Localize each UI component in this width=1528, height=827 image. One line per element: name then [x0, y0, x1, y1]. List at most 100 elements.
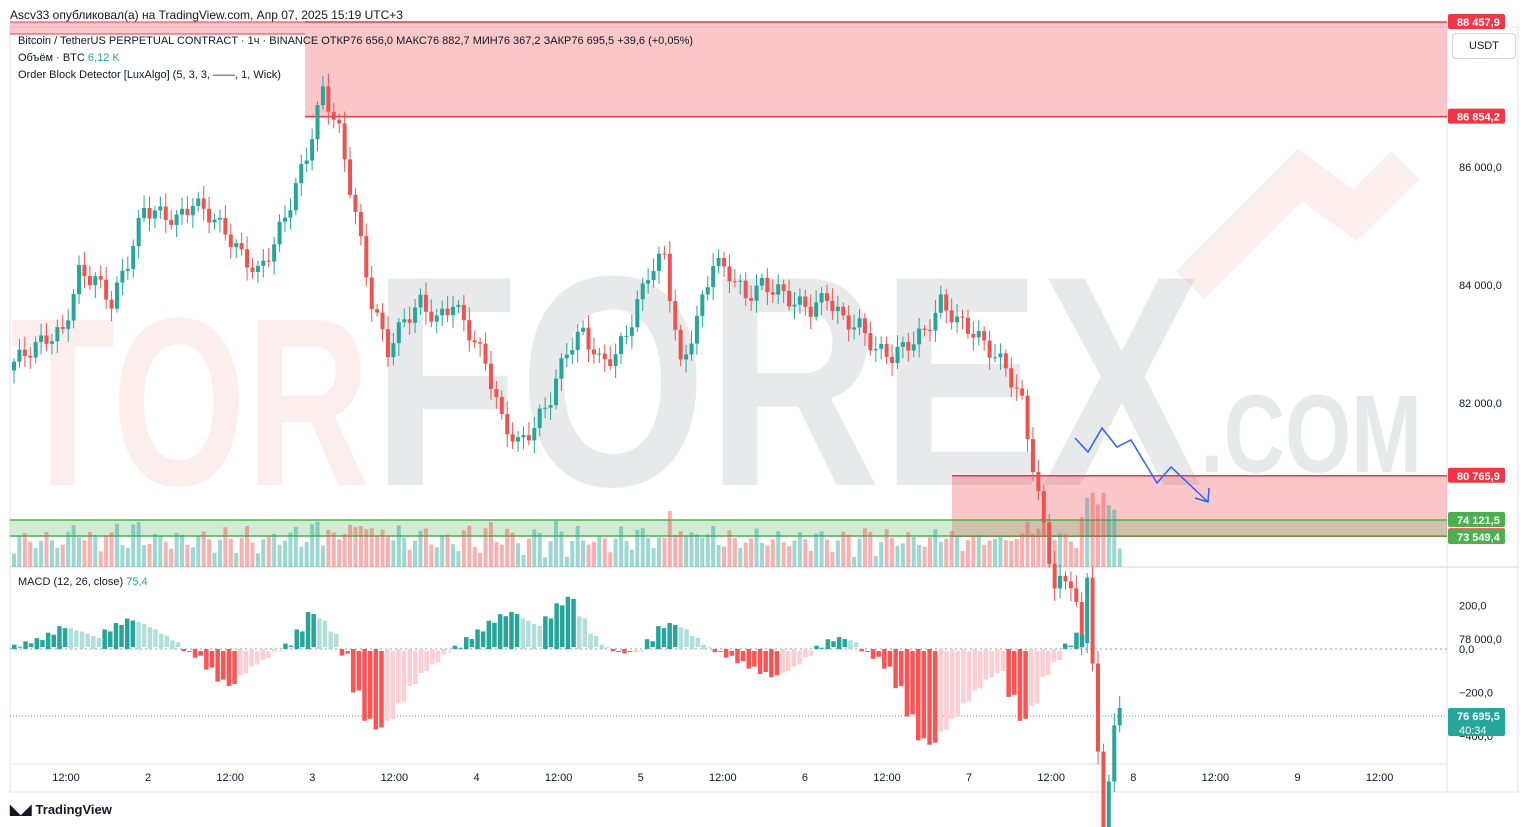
volume-bar: [765, 545, 770, 567]
candle-body: [272, 244, 277, 262]
candle-body: [825, 293, 829, 301]
macd-histogram-bar: [192, 649, 198, 658]
volume-bar: [862, 528, 867, 567]
macd-histogram-bar: [96, 637, 102, 647]
volume-bar: [673, 534, 678, 567]
price-label-text: 76 695,5: [1457, 711, 1500, 723]
volume-bar: [825, 539, 829, 567]
candle-body: [564, 354, 569, 359]
time-axis-tick: 12:00: [545, 772, 573, 784]
macd-histogram-bar: [548, 618, 554, 647]
volume-bar: [781, 542, 786, 567]
macd-histogram-bar: [955, 651, 960, 717]
macd-histogram-bar: [356, 651, 362, 691]
volume-bar: [310, 524, 315, 567]
macd-histogram-bar: [610, 649, 616, 652]
volume-bar: [505, 528, 510, 567]
candle-body: [266, 260, 271, 262]
volume-bar: [234, 553, 239, 567]
candle-body: [510, 434, 515, 442]
candle-body: [71, 294, 76, 321]
candle-body: [440, 308, 445, 316]
macd-histogram-bar: [554, 603, 559, 649]
volume-bar: [819, 531, 824, 567]
macd-histogram-bar: [791, 649, 797, 667]
macd-histogram-bar: [814, 645, 819, 649]
candle-body: [667, 253, 672, 302]
volume-bar: [93, 534, 98, 567]
macd-histogram-bar: [1068, 645, 1073, 647]
candle-body: [28, 355, 33, 358]
time-axis-tick: 12:00: [216, 772, 244, 784]
macd-histogram-bar: [514, 614, 520, 647]
candle-body: [261, 260, 266, 266]
candle-body: [152, 210, 157, 219]
candle-body: [87, 276, 92, 286]
macd-histogram-bar: [367, 651, 373, 719]
volume-bar: [917, 544, 922, 567]
price-axis-tick: 78 000,0: [1459, 634, 1502, 646]
candle-body: [304, 160, 309, 164]
macd-histogram-bar: [882, 649, 887, 669]
macd-histogram-bar: [780, 649, 785, 673]
volume-bar: [689, 532, 694, 567]
candle-body: [277, 221, 282, 245]
volume-bar: [261, 539, 266, 567]
footer-logo[interactable]: ◣◢ TradingView: [10, 801, 112, 818]
macd-histogram-bar: [1045, 651, 1051, 676]
macd-histogram-bar: [565, 596, 571, 649]
volume-bar: [808, 550, 813, 567]
volume-legend: Объём · BTC 6,12 K: [18, 52, 120, 64]
candle-body: [819, 293, 824, 303]
candle-body: [288, 210, 293, 218]
macd-histogram-bar: [260, 649, 266, 660]
macd-histogram-bar: [1079, 634, 1085, 647]
order-block-zone: [305, 21, 1447, 117]
price-label-text: 86 854,2: [1457, 112, 1500, 124]
candle-body: [711, 266, 716, 288]
candle-body: [33, 341, 38, 358]
volume-bar: [49, 540, 54, 567]
macd-histogram-bar: [430, 649, 435, 665]
candle-body: [629, 327, 634, 336]
candle-body: [299, 163, 304, 184]
candle-body: [927, 329, 932, 331]
candle-body: [483, 343, 488, 364]
volume-bar: [1096, 504, 1100, 567]
volume-bar: [266, 536, 271, 567]
volume-bar: [938, 541, 943, 567]
price-axis-tick: 84 000,0: [1459, 280, 1502, 292]
macd-histogram-bar: [305, 612, 311, 649]
macd-histogram-bar: [865, 651, 870, 652]
time-axis-tick: 5: [638, 772, 644, 784]
volume-bar: [841, 531, 846, 567]
volume-bar: [326, 529, 331, 567]
volume-bar: [575, 525, 580, 567]
macd-histogram-bar: [317, 618, 322, 649]
candle-body: [732, 281, 737, 283]
volume-bar: [364, 529, 369, 567]
volume-bar: [1041, 518, 1046, 567]
macd-histogram-bar: [170, 640, 175, 649]
volume-bar: [1014, 539, 1019, 567]
candle-body: [1003, 353, 1008, 369]
volume-bar: [537, 532, 542, 567]
currency-button[interactable]: USDT: [1452, 33, 1516, 59]
candle-body: [862, 318, 867, 334]
candle-body: [575, 331, 580, 351]
volume-bar: [1003, 540, 1008, 567]
volume-bar: [526, 538, 531, 567]
volume-bar: [488, 522, 493, 567]
time-axis-tick: 6: [802, 772, 808, 784]
candle-body: [234, 243, 239, 248]
macd-histogram-bar: [949, 649, 955, 719]
volume-bar: [60, 544, 65, 567]
macd-legend: MACD (12, 26, close) 75,4: [18, 576, 148, 588]
zone-label-box: [1448, 529, 1505, 544]
volume-bar: [803, 538, 808, 567]
volume-bar: [109, 532, 114, 567]
volume-bar: [125, 548, 130, 567]
candle-body: [125, 268, 130, 271]
volume-bar: [559, 531, 564, 567]
